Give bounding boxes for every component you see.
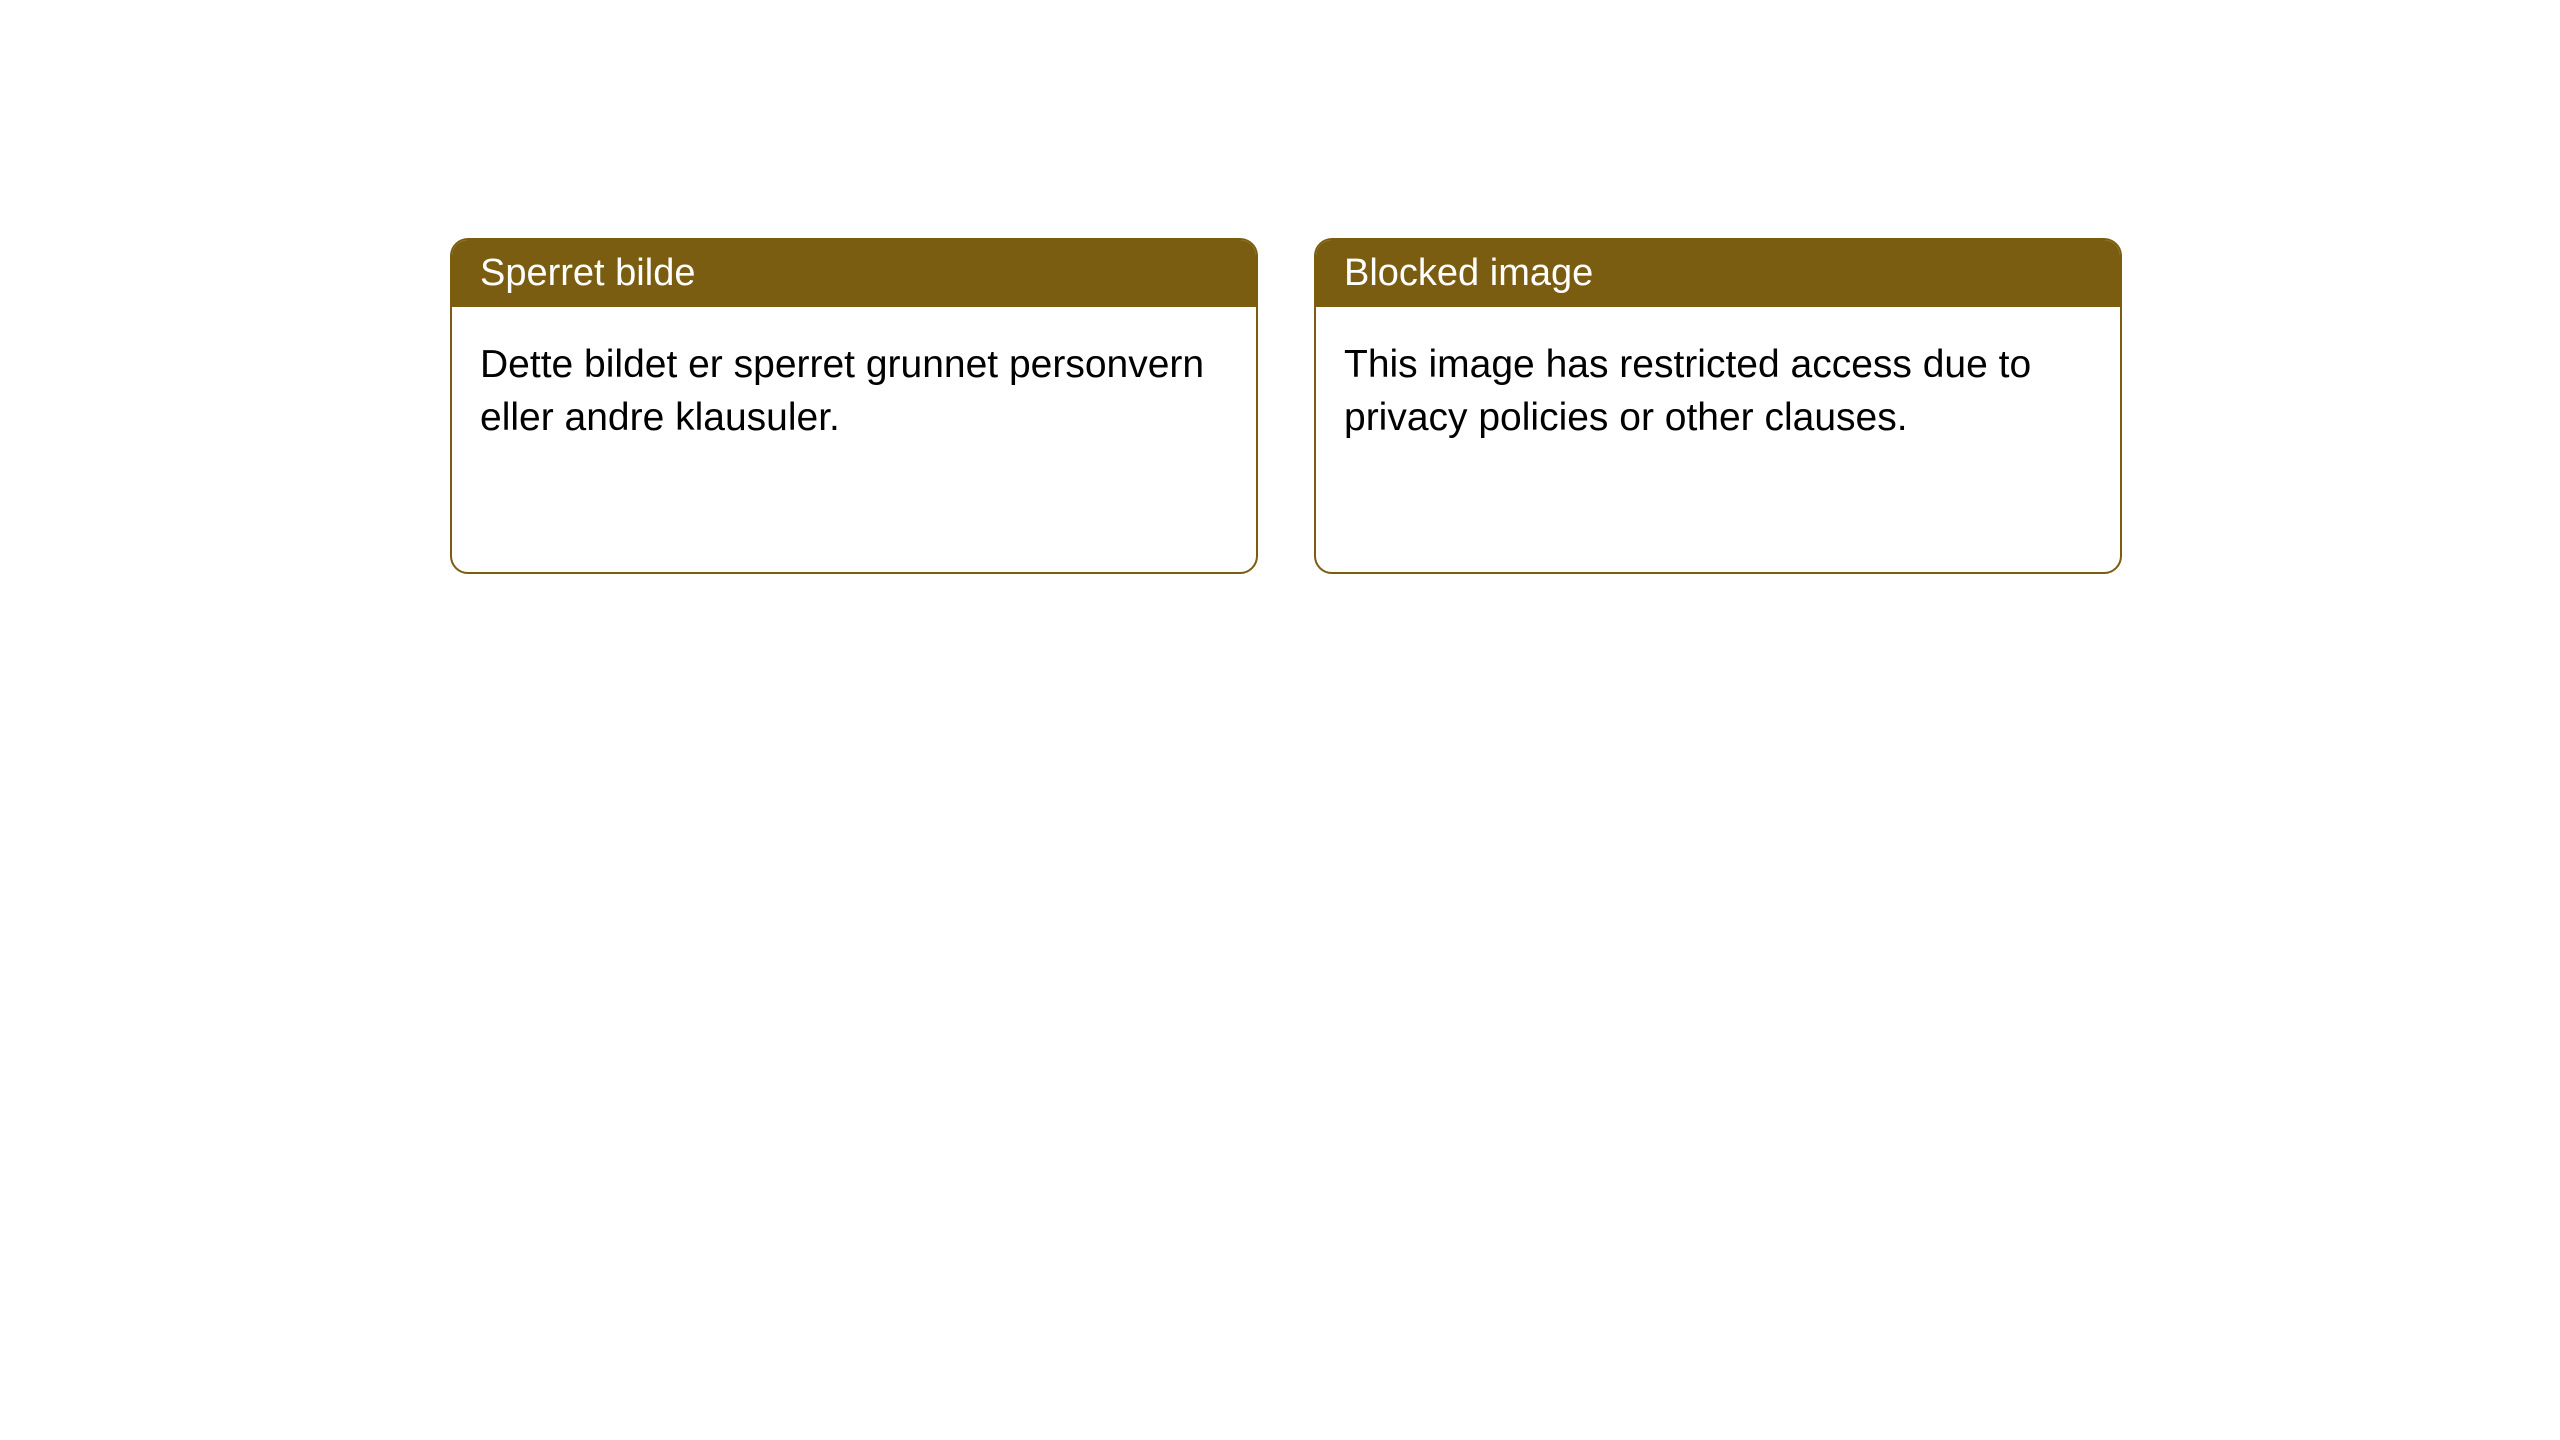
card-header: Blocked image: [1316, 240, 2120, 307]
card-body-text: Dette bildet er sperret grunnet personve…: [480, 343, 1204, 439]
card-body: Dette bildet er sperret grunnet personve…: [452, 307, 1256, 476]
card-header: Sperret bilde: [452, 240, 1256, 307]
card-title: Blocked image: [1344, 252, 1593, 294]
card-blocked-image-no: Sperret bilde Dette bildet er sperret gr…: [450, 238, 1258, 574]
card-body-text: This image has restricted access due to …: [1344, 343, 2031, 439]
cards-container: Sperret bilde Dette bildet er sperret gr…: [450, 238, 2122, 574]
card-body: This image has restricted access due to …: [1316, 307, 2120, 476]
card-title: Sperret bilde: [480, 252, 695, 294]
card-blocked-image-en: Blocked image This image has restricted …: [1314, 238, 2122, 574]
